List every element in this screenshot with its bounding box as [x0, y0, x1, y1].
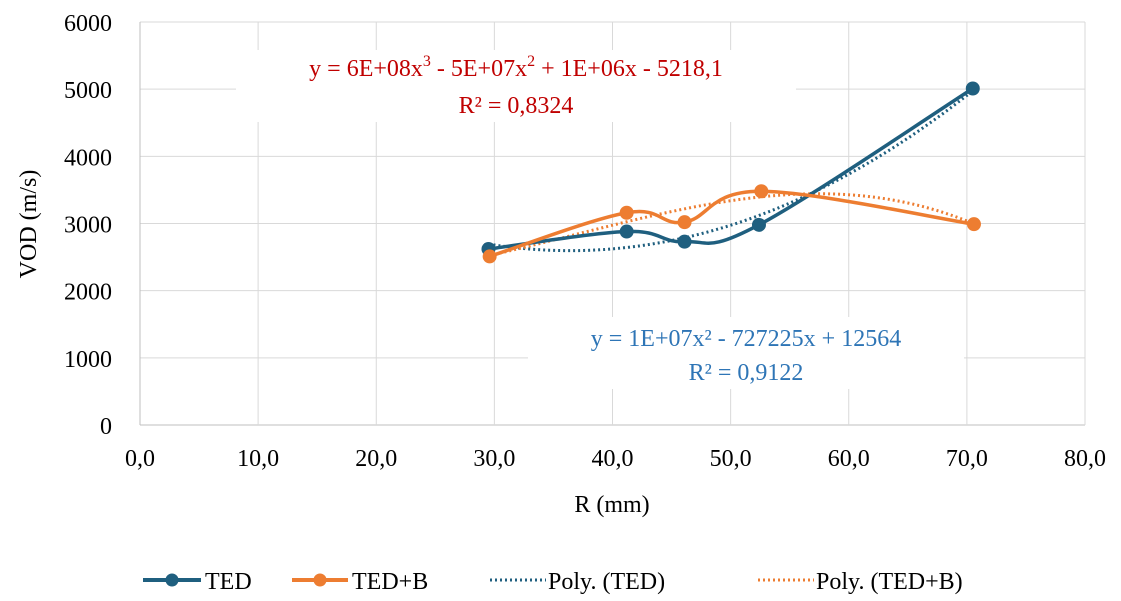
y-tick-label: 2000 [64, 280, 112, 306]
series-points [481, 81, 981, 264]
legend-marker-ted [165, 573, 179, 587]
eq-red-exponent: 3 [423, 53, 431, 70]
data-point [751, 217, 766, 232]
legend-label-ted-b: TED+B [352, 569, 428, 595]
data-point [677, 215, 692, 230]
trendline [489, 192, 975, 257]
y-tick-label: 1000 [64, 347, 112, 373]
trendline [488, 89, 974, 253]
x-tick-label: 70,0 [946, 446, 988, 472]
x-tick-label: 60,0 [828, 446, 870, 472]
x-tick-label: 80,0 [1064, 446, 1106, 472]
legend-label-ted: TED [205, 569, 252, 595]
eq-red-part: - 5E+07x [431, 56, 527, 82]
data-point [619, 224, 634, 239]
equation-blue-bg [528, 317, 964, 389]
x-tick-label: 0,0 [125, 446, 155, 472]
x-tick-label: 50,0 [710, 446, 752, 472]
equation-red-r2: R² = 0,8324 [459, 93, 574, 119]
y-tick-label: 4000 [64, 145, 112, 171]
data-point [677, 234, 692, 249]
y-tick-label: 0 [100, 414, 112, 440]
legend-label-poly-ted-b: Poly. (TED+B) [816, 569, 963, 595]
data-point [619, 205, 634, 220]
x-tick-label: 20,0 [355, 446, 397, 472]
legend-label-poly-ted: Poly. (TED) [548, 569, 665, 595]
x-tick-label: 10,0 [237, 446, 279, 472]
legend: TED TED+B Poly. (TED) Poly. (TED+B) [143, 569, 963, 595]
y-tick-label: 3000 [64, 213, 112, 239]
eq-red-exponent: 2 [527, 53, 535, 70]
y-tick-labels: 0 1000 2000 3000 4000 5000 6000 [64, 11, 112, 440]
data-point [966, 217, 981, 232]
equation-blue-r2: R² = 0,9122 [689, 360, 804, 386]
x-tick-label: 30,0 [473, 446, 515, 472]
legend-item-poly-ted: Poly. (TED) [490, 569, 665, 595]
equation-blue: y = 1E+07x² - 727225x + 12564 R² = 0,912… [528, 317, 964, 389]
legend-item-ted: TED [143, 569, 252, 595]
y-tick-label: 6000 [64, 11, 112, 37]
legend-marker-ted-b [313, 573, 327, 587]
equation-blue-line1: y = 1E+07x² - 727225x + 12564 [591, 326, 901, 352]
y-axis-title: VOD (m/s) [16, 170, 42, 279]
legend-item-ted-b: TED+B [292, 569, 428, 595]
eq-red-part: y = 6E+08x [309, 56, 423, 82]
x-axis-title: R (mm) [574, 492, 649, 518]
x-tick-labels: 0,0 10,0 20,0 30,0 40,0 50,0 60,0 70,0 80,0 [125, 446, 1106, 472]
x-tick-label: 40,0 [592, 446, 634, 472]
data-point [754, 184, 769, 199]
data-point [482, 249, 497, 264]
equation-red: y = 6E+08x3 - 5E+07x2 + 1E+06x - 5218,1 … [236, 50, 796, 122]
y-tick-label: 5000 [64, 78, 112, 104]
equation-red-line1: y = 6E+08x3 - 5E+07x2 + 1E+06x - 5218,1 [309, 53, 723, 82]
data-point [965, 81, 980, 96]
trend-lines [488, 89, 975, 257]
legend-item-poly-ted-b: Poly. (TED+B) [758, 569, 963, 595]
series-line [488, 87, 974, 251]
equation-red-bg [236, 50, 796, 122]
eq-red-part: + 1E+06x - 5218,1 [535, 56, 723, 82]
